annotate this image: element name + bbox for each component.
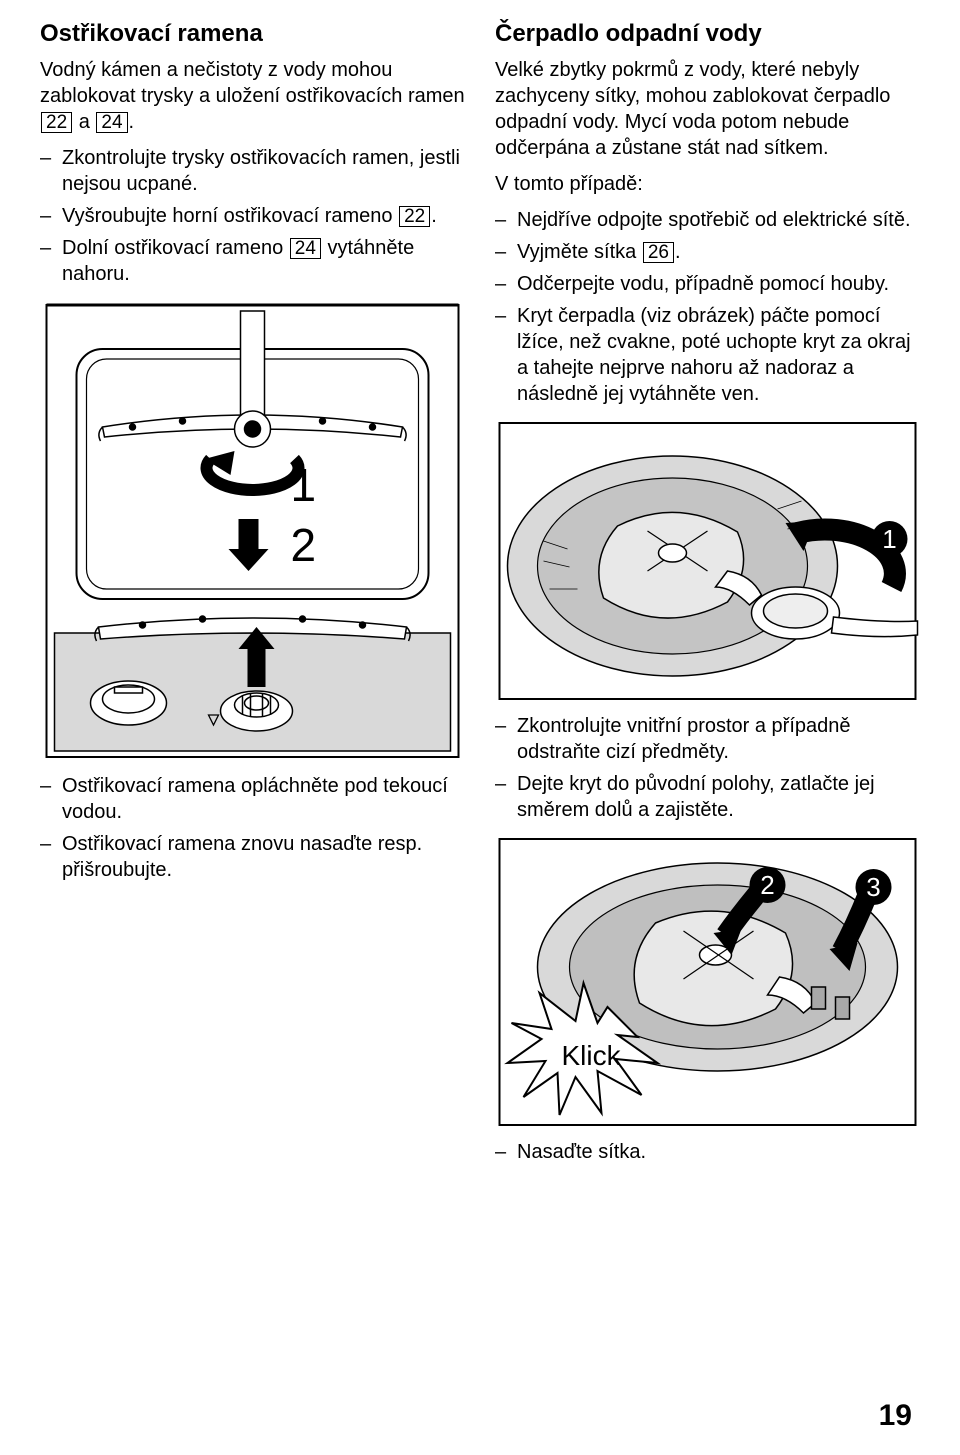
list-item: – Nasaďte sítka.	[495, 1139, 920, 1165]
fig3-num3: 3	[866, 872, 880, 902]
right-lead: V tomto případě:	[495, 171, 920, 197]
left-column: Ostřikovací ramena Vodný kámen a nečisto…	[40, 18, 465, 1435]
list-item: – Zkontrolujte vnitřní prostor a případn…	[495, 713, 920, 765]
list-item: – Vyšroubujte horní ostřikovací rameno 2…	[40, 203, 465, 229]
list-item: – Nejdříve odpojte spotřebič od elektric…	[495, 207, 920, 233]
right-intro: Velké zbytky pokrmů z vody, které nebyly…	[495, 57, 920, 161]
fig2-num1: 1	[882, 524, 896, 554]
ref-24: 24	[96, 112, 127, 133]
ref-24: 24	[290, 238, 321, 259]
figure-pry-cover: 1	[495, 421, 920, 701]
fig3-klick: Klick	[562, 1040, 622, 1071]
fig3-num2: 2	[760, 870, 774, 900]
list-item: – Dolní ostřikovací rameno 24 vytáhněte …	[40, 235, 465, 287]
right-heading: Čerpadlo odpadní vody	[495, 18, 920, 49]
page-number: 19	[879, 1396, 912, 1435]
list-item: – Dejte kryt do původní polohy, zatlačte…	[495, 771, 920, 823]
figure-click-cover: 2 3 Klick	[495, 837, 920, 1127]
fig1-num2: 2	[291, 519, 317, 571]
ref-26: 26	[643, 242, 674, 263]
ref-22: 22	[41, 112, 72, 133]
left-heading: Ostřikovací ramena	[40, 18, 465, 49]
fig1-num1: 1	[291, 459, 317, 511]
list-item: – Odčerpejte vodu, případně pomocí houby…	[495, 271, 920, 297]
ref-22: 22	[399, 206, 430, 227]
list-item: – Kryt čerpadla (viz obrázek) páčte pomo…	[495, 303, 920, 407]
list-item: – Zkontrolujte trysky ostřikovacích rame…	[40, 145, 465, 197]
list-item: – Ostřikovací ramena opláchněte pod teko…	[40, 773, 465, 825]
figure-spray-arms: 1 2	[40, 301, 465, 761]
list-item: – Vyjměte sítka 26.	[495, 239, 920, 265]
left-intro: Vodný kámen a nečistoty z vody mohou zab…	[40, 57, 465, 135]
list-item: – Ostřikovací ramena znovu nasaďte resp.…	[40, 831, 465, 883]
right-column: Čerpadlo odpadní vody Velké zbytky pokrm…	[495, 18, 920, 1435]
